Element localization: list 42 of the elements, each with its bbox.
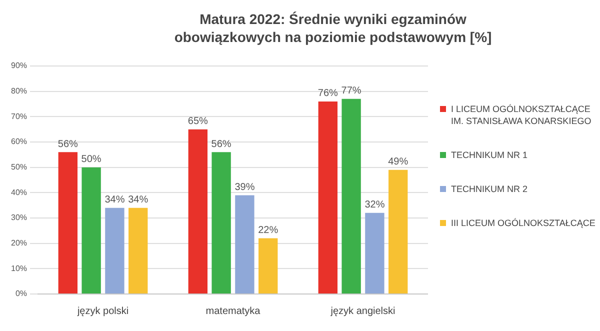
- data-label: 56%: [58, 138, 78, 150]
- y-tick-label: 80%: [10, 86, 28, 96]
- bar: [128, 208, 148, 294]
- bar: [58, 152, 78, 294]
- bar: [235, 195, 254, 294]
- legend-label: TECHNIKUM NR 2: [451, 183, 528, 195]
- data-label: 76%: [318, 88, 338, 100]
- data-label: 65%: [188, 116, 208, 128]
- data-label: 77%: [341, 86, 362, 97]
- legend-label: TECHNIKUM NR 1: [451, 149, 528, 161]
- legend-label: I LICEUM OGÓLNOKSZTAŁCĄCE IM. STANISŁAWA KONARSKIEGO: [451, 103, 592, 127]
- x-tick-label: matematyka: [206, 306, 261, 317]
- y-tick-label: 30%: [10, 213, 28, 222]
- bar: [105, 208, 124, 294]
- data-label: 34%: [104, 194, 125, 206]
- bar: [212, 152, 231, 294]
- data-label: 50%: [81, 154, 102, 166]
- data-label: 49%: [388, 156, 408, 168]
- bar: [82, 167, 101, 294]
- y-tick-label: 60%: [10, 137, 28, 146]
- x-tick-label: język angielski: [330, 306, 396, 317]
- y-tick-label: 0%: [15, 289, 28, 298]
- chart-title: Matura 2022: Średnie wyniki egzaminów obowiązkowych na poziomie podstawowym [%]: [173, 10, 493, 46]
- data-label: 34%: [128, 194, 148, 206]
- y-tick-label: 90%: [10, 61, 28, 70]
- bar: [342, 98, 361, 294]
- data-label: 22%: [258, 225, 278, 236]
- y-tick-label: 70%: [10, 112, 28, 121]
- bar: [388, 170, 408, 294]
- bar: [318, 101, 338, 294]
- y-tick-label: 20%: [10, 238, 28, 248]
- bar: [258, 238, 278, 294]
- x-tick-label: język polski: [76, 306, 129, 317]
- y-tick-label: 40%: [10, 188, 28, 197]
- bar: [365, 212, 384, 294]
- legend-label: III LICEUM OGÓLNOKSZTAŁCĄCE: [451, 217, 596, 229]
- data-label: 56%: [211, 138, 232, 150]
- data-label: 39%: [234, 182, 255, 193]
- y-tick-label: 50%: [10, 162, 28, 172]
- data-label: 32%: [364, 200, 385, 211]
- y-tick-label: 10%: [10, 264, 28, 273]
- bar: [188, 129, 208, 294]
